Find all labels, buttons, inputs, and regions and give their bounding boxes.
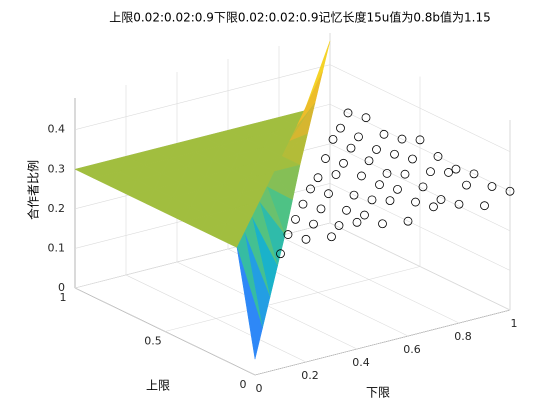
scatter-point — [411, 197, 420, 207]
scatter-point — [334, 221, 344, 230]
y-tick-label: 0 — [240, 378, 247, 391]
scatter-point — [309, 219, 318, 229]
scatter-point — [378, 219, 387, 229]
scatter-point — [451, 164, 461, 174]
y-tick-label: 1 — [60, 291, 67, 304]
scatter-point — [316, 204, 326, 214]
grid-line — [74, 64, 331, 130]
scatter-point — [343, 108, 353, 118]
scatter-point — [349, 190, 359, 200]
x-tick-label: 0.4 — [352, 356, 370, 369]
scatter-point — [313, 173, 323, 183]
chart-title: 上限0.02:0.02:0.9下限0.02:0.02:0.9记忆长度15u值为0… — [109, 10, 491, 25]
scatter-point — [426, 167, 435, 177]
x-tick-label: 1 — [511, 317, 518, 330]
surface-face — [236, 247, 263, 360]
scatter-point — [283, 230, 293, 239]
z-tick-label: 0.4 — [48, 123, 66, 136]
scatter-point — [346, 143, 356, 153]
scatter-point — [367, 195, 377, 205]
scatter-point — [480, 201, 489, 211]
z-tick-label: 0 — [58, 281, 65, 294]
scatter-point — [321, 154, 330, 163]
scatter-point — [301, 234, 311, 244]
scatter-point — [352, 217, 362, 227]
scatter-point — [418, 182, 428, 192]
scatter-point — [298, 199, 308, 209]
scatter-point — [454, 199, 464, 209]
scatter-point — [324, 189, 333, 199]
grid-line — [164, 266, 421, 332]
surface-face — [304, 40, 331, 111]
scatter-point — [372, 145, 381, 154]
z-tick-label: 0.1 — [48, 241, 66, 254]
scatter-point — [379, 129, 389, 139]
scatter-point — [328, 134, 338, 144]
scatter-point — [415, 135, 425, 145]
scatter-point — [408, 154, 417, 164]
scatter-point — [336, 123, 345, 133]
scatter-point — [327, 232, 336, 242]
scatter-point — [357, 171, 366, 181]
scatter-point — [382, 169, 392, 178]
scatter-point — [390, 149, 399, 159]
scatter-point — [342, 205, 351, 215]
scatter-point — [505, 186, 515, 196]
scatter-point — [339, 158, 348, 168]
scatter-point — [361, 113, 371, 123]
z-tick-label: 0.3 — [48, 162, 66, 175]
x-tick-label: 0.8 — [454, 330, 472, 343]
scatter-point — [487, 182, 497, 191]
scatter-point — [436, 195, 446, 204]
scatter-point — [276, 249, 285, 259]
scatter-point — [469, 169, 479, 179]
x-tick-label: 0 — [256, 382, 263, 395]
scatter-point — [444, 168, 453, 177]
x-axis-label: 下限 — [366, 386, 390, 400]
y-tick-label: 0.5 — [144, 335, 162, 348]
x-tick-label: 0.6 — [403, 343, 421, 356]
scatter-point — [291, 214, 300, 224]
scatter-point — [429, 202, 438, 212]
scatter-point — [385, 196, 395, 206]
scatter-point — [331, 170, 341, 179]
grid-line — [254, 309, 511, 376]
scatter-point — [393, 184, 402, 194]
z-axis-label: 合作者比例 — [26, 160, 41, 220]
scatter-point — [306, 184, 315, 194]
scatter-point — [364, 156, 374, 166]
scatter-point — [375, 180, 384, 190]
grid-line — [74, 222, 331, 289]
scatter-point — [397, 134, 407, 144]
scatter-point — [354, 132, 363, 142]
scatter-point — [403, 216, 413, 226]
scatter-point — [433, 152, 443, 161]
z-tick-label: 0.2 — [48, 202, 66, 215]
scatter-point — [360, 210, 369, 220]
x-tick-label: 0.2 — [301, 369, 319, 382]
scatter-point — [462, 180, 471, 190]
y-axis-label: 上限 — [146, 379, 170, 393]
scatter-point — [400, 169, 410, 179]
